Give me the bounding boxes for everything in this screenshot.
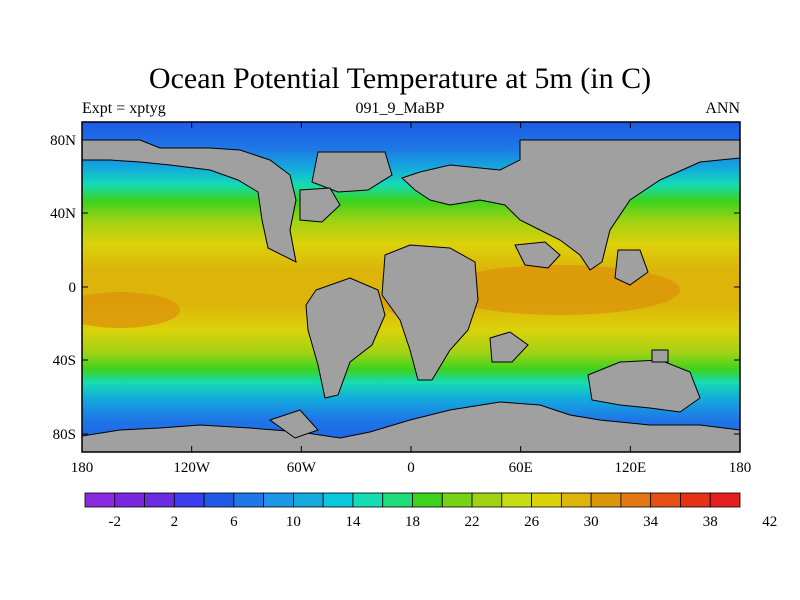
landmass-new-zealand (651, 349, 669, 363)
landmass-north-america (82, 139, 297, 263)
map-title: Ocean Potential Temperature at 5m (in C) (148, 62, 652, 95)
colorbar: -2 2 6 10 14 18 22 26 30 34 38 42 (84, 492, 777, 530)
lon-tick-label: 180 (729, 460, 752, 476)
season-label: ANN (705, 100, 740, 117)
colorbar-label: 38 (703, 514, 718, 530)
lat-tick-label: 80N (50, 133, 76, 149)
colorbar-label: 6 (230, 514, 238, 530)
landmass-antarctica (82, 401, 740, 452)
landmass-madagascar (489, 331, 529, 363)
landmass-antarctic-peninsula (268, 409, 319, 439)
colorbar-swatch (293, 492, 324, 508)
land-masses (82, 139, 740, 452)
colorbar-swatch (620, 492, 652, 508)
colorbar-swatch (144, 492, 175, 508)
colorbar-swatch (531, 492, 562, 508)
landmass-greenland (311, 151, 393, 193)
lon-tick-label: 180 (71, 460, 94, 476)
lon-tick-label: 60E (509, 460, 533, 476)
landmass-australia (587, 359, 701, 413)
lat-tick-label: 0 (69, 280, 77, 296)
colorbar-label: 18 (405, 514, 420, 530)
colorbar-swatch (233, 492, 265, 508)
colorbar-swatch (501, 492, 532, 508)
colorbar-swatch (382, 492, 413, 508)
colorbar-label: 10 (286, 514, 301, 530)
lat-tick-label: 40S (53, 353, 76, 369)
landmass-south-america (305, 277, 386, 399)
landmass-africa (381, 244, 479, 381)
colorbar-label: -2 (109, 514, 122, 530)
colorbar-swatch (441, 492, 473, 508)
colorbar-swatch (680, 492, 711, 508)
colorbar-swatch (173, 492, 205, 508)
colorbar-swatch (203, 492, 235, 508)
colorbar-swatch (322, 492, 354, 508)
colorbar-swatch (709, 492, 741, 508)
temperature-field (82, 122, 740, 452)
colorbar-label: 26 (524, 514, 540, 530)
lon-tick-label: 120W (173, 460, 211, 476)
colorbar-swatch (412, 492, 443, 508)
lat-tick-label: 40N (50, 206, 76, 222)
colorbar-label: 30 (584, 514, 599, 530)
colorbar-swatch (263, 492, 294, 508)
colorbar-swatch (590, 492, 622, 508)
colorbar-label: 14 (345, 514, 361, 530)
colorbar-swatch (84, 492, 116, 508)
colorbar-swatch (352, 492, 384, 508)
colorbar-swatch (560, 492, 592, 508)
landmass-europe-fragment (299, 187, 341, 223)
landmass-eurasia (401, 139, 740, 271)
experiment-label: Expt = xptyg (82, 100, 166, 117)
lon-tick-label: 0 (407, 460, 415, 476)
landmass-east-asia-islands (614, 249, 649, 286)
lat-tick-label: 80S (53, 427, 76, 443)
colorbar-swatch (471, 492, 503, 508)
colorbar-label: 42 (762, 514, 777, 530)
landmass-south-asia (514, 241, 561, 269)
colorbar-label: 22 (465, 514, 480, 530)
colorbar-label: 34 (643, 514, 659, 530)
colorbar-label: 2 (171, 514, 179, 530)
latitude-axis: 80N 40N 0 40S 80S (50, 133, 740, 443)
longitude-axis: 180 120W 60W 0 60E 120E 180 (71, 122, 752, 476)
age-label: 091_9_MaBP (355, 100, 445, 117)
lon-tick-label: 120E (614, 460, 646, 476)
lon-tick-label: 60W (287, 460, 317, 476)
colorbar-swatch (650, 492, 681, 508)
colorbar-swatch (114, 492, 145, 508)
